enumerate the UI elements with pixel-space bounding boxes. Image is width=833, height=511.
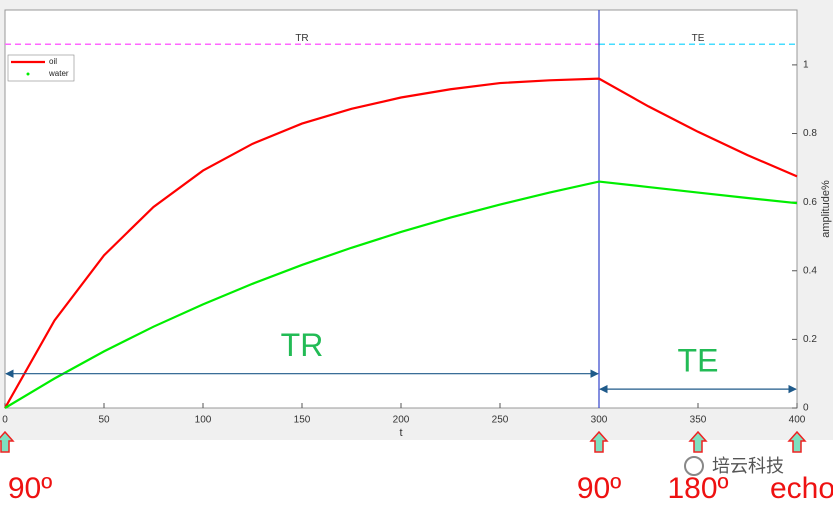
reference-label: TE [692, 33, 705, 44]
pulse-label: echo [770, 472, 833, 505]
pulse-arrow [589, 430, 609, 453]
y-tick-label: 1 [803, 60, 809, 71]
series-line [4, 77, 798, 409]
pulse-arrow [787, 430, 807, 453]
x-tick-label: 50 [98, 415, 110, 426]
x-tick-label: 0 [2, 415, 8, 426]
x-tick-label: 400 [789, 415, 806, 426]
interval-label: TR [281, 327, 324, 363]
y-axis-label: amplitude% [820, 180, 832, 238]
pulse-label: 180º [667, 472, 728, 505]
y-tick-label: 0.6 [803, 197, 817, 208]
y-tick-label: 0 [803, 403, 809, 414]
legend-label: oil [49, 57, 57, 66]
y-tick-label: 0.4 [803, 265, 817, 276]
x-tick-label: 250 [492, 415, 509, 426]
legend: oil water [7, 54, 75, 82]
interval-label: TE [678, 343, 719, 379]
legend-label: water [48, 69, 69, 78]
x-tick-label: 200 [393, 415, 410, 426]
y-tick-label: 0.2 [803, 334, 817, 345]
watermark-text: 培云科技 [712, 456, 784, 476]
watermark: 培云科技 [684, 456, 784, 476]
x-tick-label: 150 [294, 415, 311, 426]
plot-area [4, 9, 798, 409]
y-tick-label: 0.8 [803, 128, 817, 139]
legend-box [7, 54, 75, 82]
pulse-label: 90º [577, 472, 621, 505]
watermark-icon [684, 456, 704, 476]
series-line [4, 180, 798, 409]
x-tick-label: 350 [690, 415, 707, 426]
pulse-label: 90º [8, 472, 52, 505]
reference-label: TR [295, 33, 308, 44]
legend-swatch [26, 72, 30, 76]
x-tick-label: 100 [195, 415, 212, 426]
pulse-arrow [0, 430, 15, 453]
pulse-arrow [688, 430, 708, 453]
x-tick-label: 300 [591, 415, 608, 426]
x-axis-label: t [399, 427, 402, 439]
